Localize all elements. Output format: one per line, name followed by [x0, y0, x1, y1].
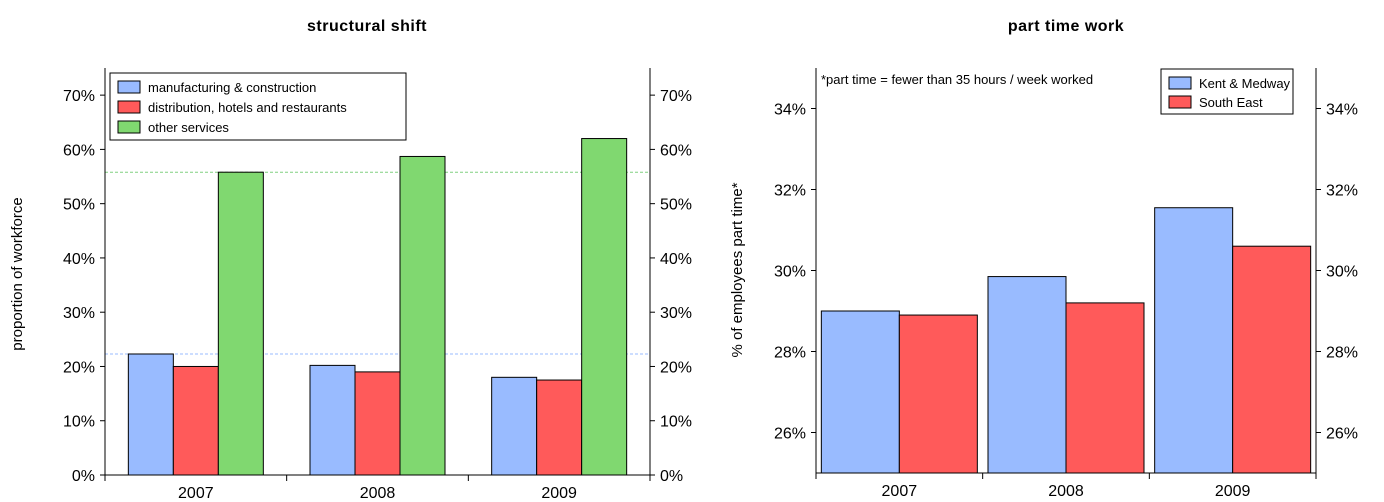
bar — [581, 138, 628, 476]
bar — [987, 276, 1067, 474]
y-tick-label-left: 60% — [63, 142, 95, 159]
bar — [217, 171, 264, 476]
y-tick-label-left: 28% — [774, 345, 806, 362]
x-tick-label: 2008 — [1048, 483, 1084, 500]
legend-swatch — [117, 100, 141, 114]
bar — [127, 353, 174, 476]
bar — [1154, 207, 1234, 474]
x-tick-label: 2007 — [882, 483, 918, 500]
legend-label: distribution, hotels and restaurants — [148, 100, 347, 115]
y-tick-label-left: 26% — [774, 426, 806, 443]
y-tick-label-right: 32% — [1326, 183, 1358, 200]
y-tick-label-left: 34% — [774, 102, 806, 119]
bar — [1232, 245, 1312, 474]
bar — [820, 310, 900, 474]
footnote: *part time = fewer than 35 hours / week … — [821, 72, 1093, 87]
chart-part-time-work: part time work % of employees part time*… — [729, 18, 1358, 500]
legend-swatch — [1168, 76, 1192, 90]
y-tick-label-right: 10% — [660, 414, 692, 431]
chart-structural-shift: structural shift proportion of workforce… — [9, 18, 692, 502]
x-tick-label: 2009 — [541, 485, 577, 502]
x-tick-label: 2008 — [360, 485, 396, 502]
y-tick-label-right: 28% — [1326, 345, 1358, 362]
legend-label: Kent & Medway — [1199, 76, 1291, 91]
chart-title: structural shift — [307, 18, 427, 35]
y-tick-label-left: 0% — [72, 468, 95, 485]
bar — [491, 376, 538, 476]
legend-swatch — [117, 120, 141, 134]
y-tick-label-right: 20% — [660, 359, 692, 376]
bar — [898, 314, 978, 474]
y-axis-label: % of employees part time* — [729, 182, 746, 357]
y-axis-label: proportion of workforce — [9, 197, 26, 350]
y-tick-label-left: 32% — [774, 183, 806, 200]
y-tick-label-right: 50% — [660, 197, 692, 214]
y-tick-label-right: 60% — [660, 142, 692, 159]
y-tick-label-right: 34% — [1326, 102, 1358, 119]
y-tick-label-right: 26% — [1326, 426, 1358, 443]
legend-label: South East — [1199, 95, 1263, 110]
y-tick-label-right: 0% — [660, 468, 683, 485]
bar — [399, 155, 446, 476]
y-tick-label-left: 50% — [63, 197, 95, 214]
y-tick-label-right: 70% — [660, 88, 692, 105]
bar — [1065, 302, 1145, 474]
legend-swatch — [1168, 95, 1192, 109]
x-tick-label: 2009 — [1215, 483, 1251, 500]
y-tick-label-left: 30% — [774, 264, 806, 281]
legend: manufacturing & construction distribution… — [109, 72, 407, 141]
chart-title: part time work — [1008, 18, 1124, 35]
bar — [354, 371, 401, 476]
y-tick-label-right: 40% — [660, 251, 692, 268]
x-tick-label: 2007 — [178, 485, 214, 502]
y-tick-label-left: 10% — [63, 414, 95, 431]
legend-swatch — [117, 80, 141, 94]
bar — [309, 364, 356, 476]
y-tick-label-right: 30% — [660, 305, 692, 322]
legend: Kent & Medway South East — [1160, 68, 1294, 115]
legend-box — [109, 72, 407, 141]
bar — [172, 365, 219, 476]
y-tick-label-left: 70% — [63, 88, 95, 105]
bar — [536, 379, 583, 476]
legend-label: manufacturing & construction — [148, 80, 316, 95]
y-tick-label-left: 20% — [63, 359, 95, 376]
y-tick-label-right: 30% — [1326, 264, 1358, 281]
y-tick-label-left: 30% — [63, 305, 95, 322]
y-tick-label-left: 40% — [63, 251, 95, 268]
legend-label: other services — [148, 120, 229, 135]
